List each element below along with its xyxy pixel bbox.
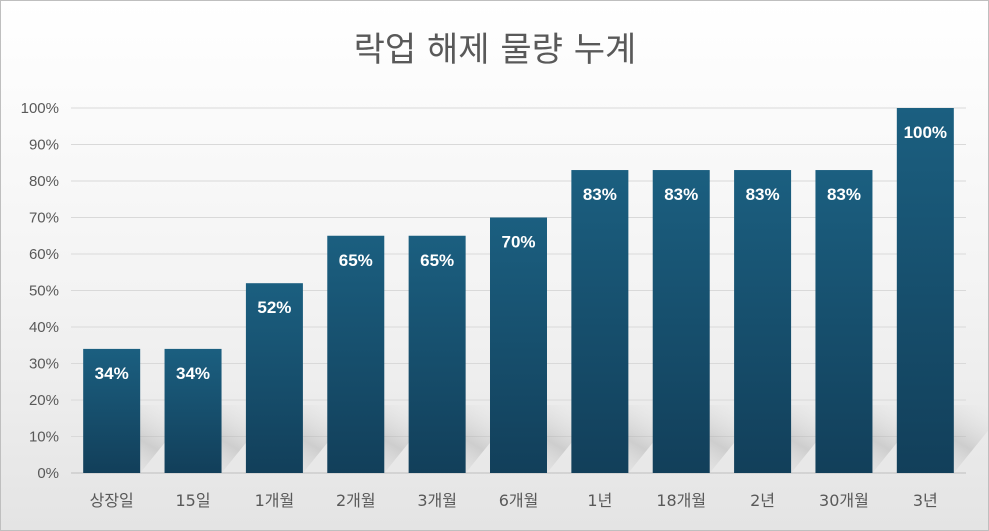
bar — [571, 170, 629, 474]
bar — [652, 170, 710, 474]
y-tick-label: 50% — [29, 283, 59, 300]
x-category-label: 2년 — [750, 491, 775, 510]
y-tick-label: 40% — [29, 319, 59, 336]
bar — [164, 348, 222, 473]
data-label: 83% — [583, 185, 617, 204]
x-category-label: 1개월 — [255, 491, 295, 510]
y-axis-ticks: 0% 10% 20% 30% 40% 50% 60% 70% 80% 90% 100% — [21, 100, 59, 482]
y-tick-label: 10% — [29, 429, 59, 446]
bar — [896, 108, 954, 473]
data-label: 83% — [664, 185, 698, 204]
data-label: 70% — [501, 233, 535, 252]
y-tick-label: 90% — [29, 137, 59, 154]
x-category-label: 30개월 — [819, 491, 869, 510]
data-label: 65% — [339, 251, 373, 270]
chart-title: 락업 해제 물량 누계 — [354, 30, 637, 70]
x-category-label: 3년 — [913, 491, 938, 510]
data-label: 65% — [420, 251, 454, 270]
bar — [83, 348, 141, 473]
x-category-label: 3개월 — [417, 491, 457, 510]
x-category-label: 15일 — [175, 491, 210, 510]
data-label: 83% — [746, 185, 780, 204]
data-label: 34% — [95, 364, 129, 383]
x-category-label: 2개월 — [336, 491, 376, 510]
y-tick-label: 60% — [29, 246, 59, 263]
y-tick-label: 20% — [29, 392, 59, 409]
data-label: 100% — [904, 123, 947, 142]
bar — [245, 283, 303, 473]
y-tick-label: 0% — [37, 465, 59, 482]
y-tick-label: 30% — [29, 356, 59, 373]
bar — [815, 170, 873, 474]
data-label: 52% — [257, 298, 291, 317]
x-category-label: 상장일 — [90, 491, 134, 510]
y-tick-label: 70% — [29, 210, 59, 227]
y-tick-label: 100% — [21, 100, 59, 117]
x-category-label: 1년 — [587, 491, 612, 510]
bar — [490, 217, 547, 473]
bar — [734, 170, 792, 474]
bar — [408, 235, 466, 473]
data-label: 34% — [176, 364, 210, 383]
x-category-label: 6개월 — [499, 491, 539, 510]
y-tick-label: 80% — [29, 173, 59, 190]
bar — [327, 235, 385, 473]
data-label: 83% — [827, 185, 861, 204]
x-axis-categories: 상장일 15일 1개월 2개월 3개월 6개월 1년 18개월 2년 30개월 3년 — [90, 491, 938, 510]
x-category-label: 18개월 — [656, 491, 706, 510]
data-labels: 34% 34% 52% 65% 65% 70% 83% 83% 83% 83% 100% — [95, 123, 947, 383]
bars — [83, 108, 954, 474]
